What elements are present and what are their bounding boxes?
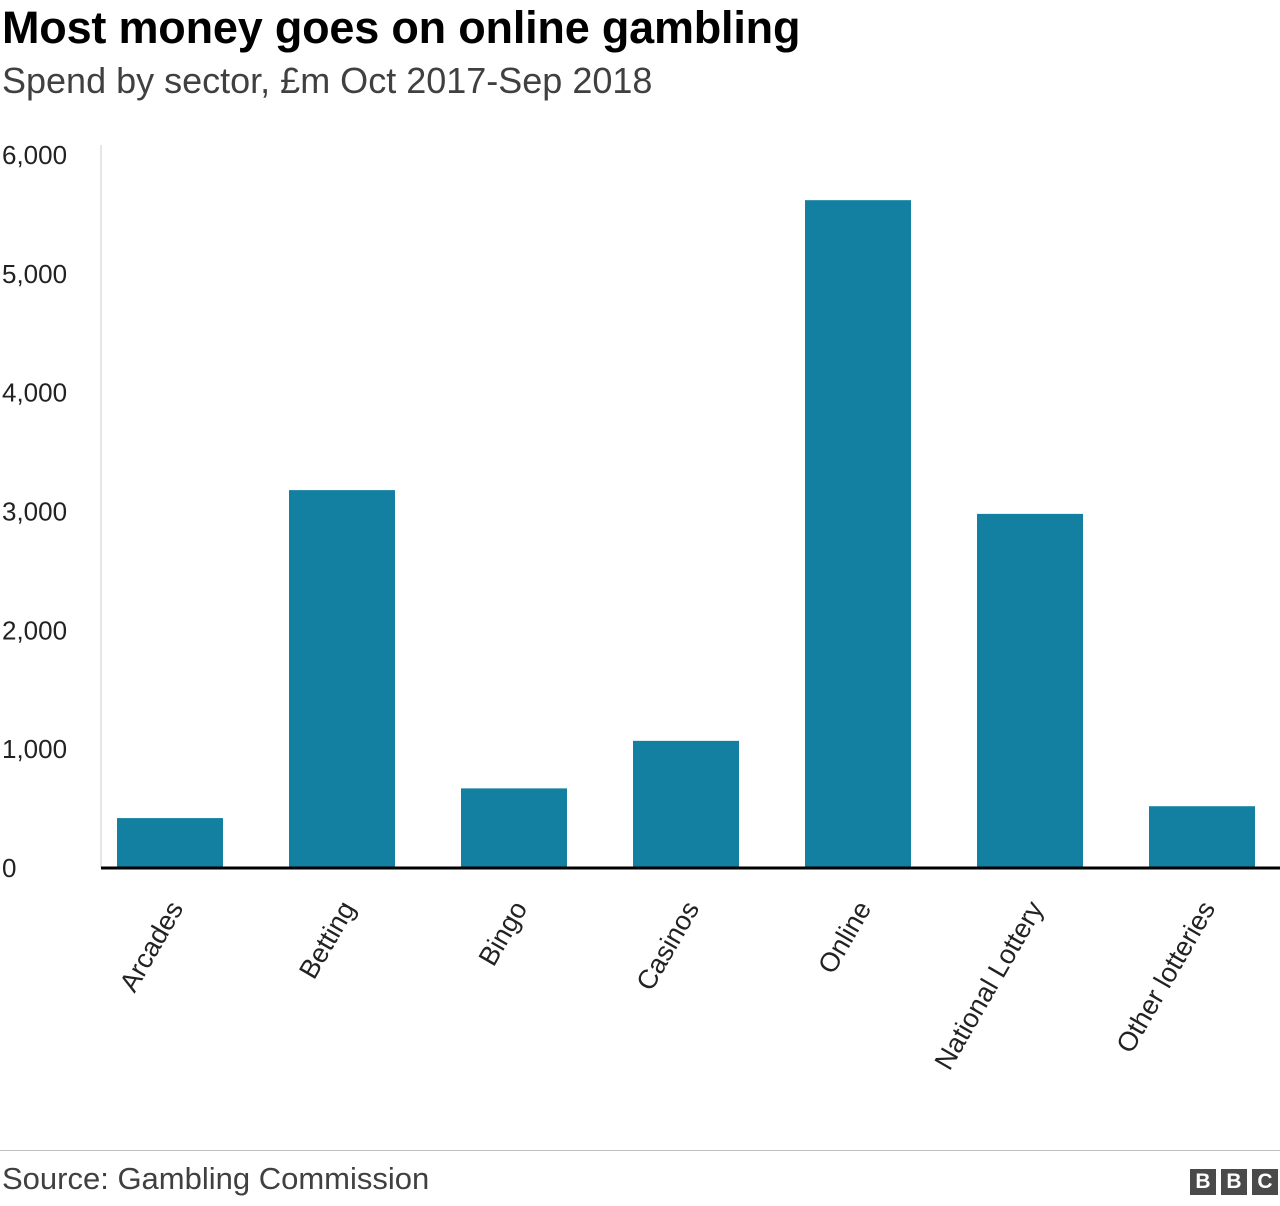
bar-arcades	[117, 818, 223, 868]
y-tick-label-4000: 4,000	[2, 378, 67, 408]
x-category-label-arcades: Arcades	[114, 896, 190, 997]
footer-divider	[0, 1150, 1280, 1151]
bbc-logo-letter-b1: B	[1190, 1169, 1216, 1195]
bar-other-lotteries	[1149, 806, 1255, 868]
y-tick-label-1000: 1,000	[2, 734, 67, 764]
chart-title: Most money goes on online gambling	[2, 2, 801, 53]
source-note: Source: Gambling Commission	[2, 1161, 430, 1196]
x-category-label-other-lotteries: Other lotteries	[1110, 896, 1221, 1058]
bar-bingo	[461, 788, 567, 868]
bbc-logo-letter-b2: B	[1221, 1169, 1247, 1195]
y-tick-label-3000: 3,000	[2, 497, 67, 527]
bar-casinos	[633, 740, 739, 868]
y-tick-label-0: 0	[2, 853, 16, 883]
y-tick-label-6000: 6,000	[2, 140, 67, 170]
bar-online	[805, 200, 911, 868]
bar-betting	[289, 490, 395, 868]
bar-national-lottery	[977, 513, 1083, 868]
chart-subtitle: Spend by sector, £m Oct 2017-Sep 2018	[2, 60, 653, 101]
x-category-label-betting: Betting	[293, 896, 361, 984]
bbc-logo-letter-c: C	[1252, 1169, 1278, 1195]
y-tick-label-5000: 5,000	[2, 259, 67, 289]
x-category-label-national-lottery: National Lottery	[929, 896, 1050, 1075]
x-category-label-bingo: Bingo	[473, 896, 534, 971]
x-category-label-online: Online	[812, 896, 877, 979]
x-category-label-casinos: Casinos	[630, 896, 705, 995]
bbc-logo: B B C	[1190, 1169, 1278, 1195]
bar-chart: 0 1,000 2,000 3,000 4,000 5,000 6,000 Arcades Be…	[2, 140, 1280, 1075]
y-tick-label-2000: 2,000	[2, 615, 67, 645]
